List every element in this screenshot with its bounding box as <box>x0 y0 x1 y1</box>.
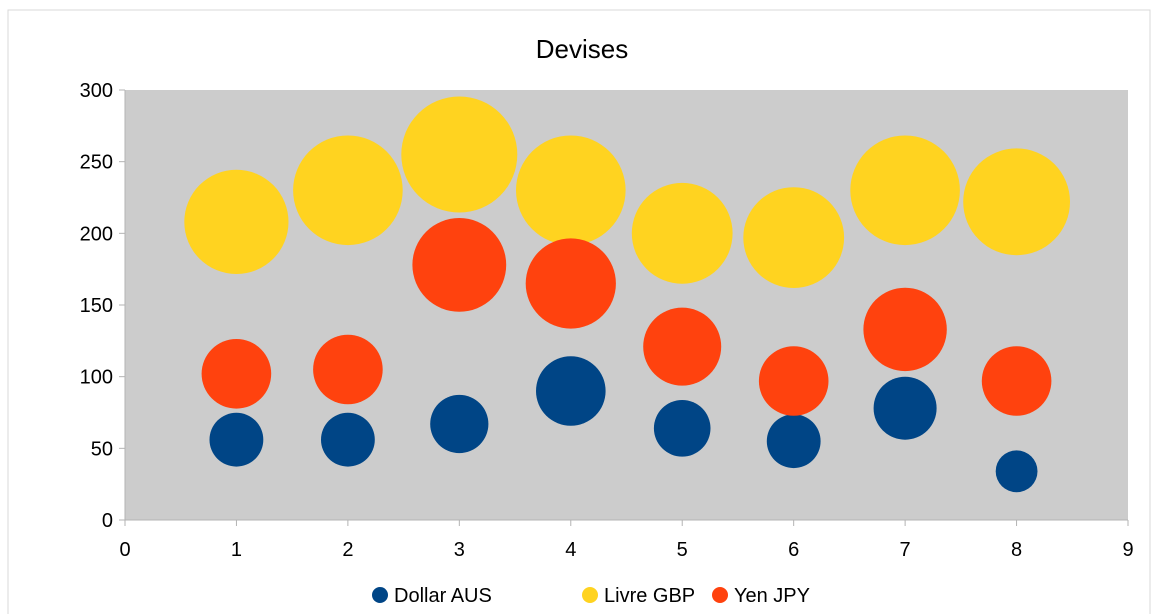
bubble-yen-jpy-7 <box>863 287 947 372</box>
x-tick-label: 6 <box>788 539 799 561</box>
bubble-dollar-aus-4 <box>536 356 606 426</box>
bubble-livre-gbp-4 <box>516 135 626 246</box>
bubble-livre-gbp-7 <box>850 135 960 246</box>
bubble-livre-gbp-3 <box>401 96 518 213</box>
bubble-dollar-aus-5 <box>653 400 711 457</box>
legend-label-yen-jpy: Yen JPY <box>734 585 810 607</box>
ticks-layer: 0 1 2 3 4 5 6 7 8 9 0 50 100 150 200 250 300 <box>80 80 1134 561</box>
bubble-livre-gbp-1 <box>184 169 289 274</box>
bubble-livre-gbp-8 <box>963 148 1070 256</box>
plot-area <box>125 90 1128 520</box>
legend-marker-yen-jpy <box>712 587 728 603</box>
x-tick-label: 4 <box>565 539 576 561</box>
x-tick-label: 9 <box>1122 539 1133 561</box>
legend-label-livre-gbp: Livre GBP <box>604 585 695 607</box>
bubble-livre-gbp-6 <box>743 187 845 288</box>
chart-title: Devises <box>536 34 628 64</box>
y-tick-label: 300 <box>80 80 113 102</box>
x-tick-label: 1 <box>231 539 242 561</box>
bubble-yen-jpy-6 <box>758 346 829 416</box>
bubble-dollar-aus-2 <box>321 412 375 467</box>
bubble-yen-jpy-3 <box>412 218 507 312</box>
legend-marker-dollar-aus <box>372 587 388 603</box>
y-tick-label: 200 <box>80 223 113 245</box>
bubble-dollar-aus-8 <box>995 450 1038 493</box>
bubbles-layer <box>184 96 1070 493</box>
y-tick-label: 50 <box>91 438 113 460</box>
y-tick-label: 100 <box>80 367 113 389</box>
x-tick-label: 0 <box>119 539 130 561</box>
legend-marker-livre-gbp <box>582 587 598 603</box>
bubble-dollar-aus-7 <box>873 376 937 440</box>
x-tick-label: 7 <box>900 539 911 561</box>
bubble-yen-jpy-2 <box>313 334 383 405</box>
legend: Dollar AUS Livre GBP Yen JPY <box>372 585 810 607</box>
bubble-dollar-aus-1 <box>209 412 264 467</box>
bubble-livre-gbp-5 <box>631 182 733 284</box>
y-tick-label: 150 <box>80 295 113 317</box>
x-tick-label: 2 <box>342 539 353 561</box>
bubble-yen-jpy-8 <box>981 346 1052 416</box>
chart-border <box>7 9 1151 614</box>
bubble-yen-jpy-5 <box>643 307 722 386</box>
legend-label-dollar-aus: Dollar AUS <box>394 585 492 607</box>
x-tick-label: 5 <box>677 539 688 561</box>
bubble-dollar-aus-3 <box>430 394 489 454</box>
bubble-yen-jpy-4 <box>525 238 616 329</box>
x-tick-label: 8 <box>1011 539 1022 561</box>
y-tick-label: 250 <box>80 152 113 174</box>
x-tick-label: 3 <box>454 539 465 561</box>
bubble-yen-jpy-1 <box>201 339 272 409</box>
bubble-dollar-aus-6 <box>766 414 821 469</box>
bubble-livre-gbp-2 <box>293 135 403 246</box>
y-tick-label: 0 <box>102 510 113 532</box>
